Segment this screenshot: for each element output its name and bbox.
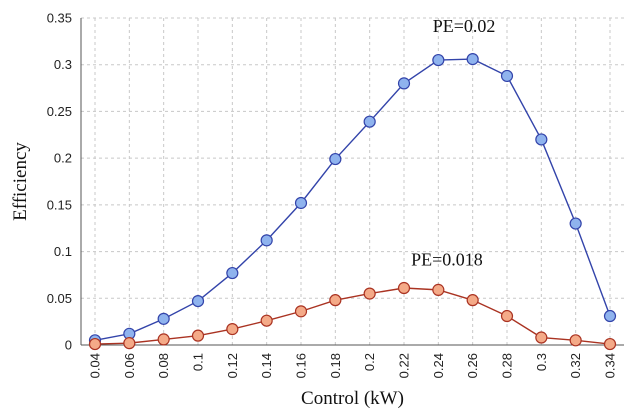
x-tick-label: 0.3 xyxy=(534,353,549,371)
x-tick-label: 0.14 xyxy=(259,353,274,378)
y-tick-label: 0.05 xyxy=(47,291,72,306)
x-tick-label: 0.22 xyxy=(397,353,412,378)
data-point xyxy=(260,234,273,247)
data-point xyxy=(603,309,617,323)
x-tick-label: 0.1 xyxy=(191,353,206,371)
data-point xyxy=(535,133,548,146)
data-point xyxy=(569,334,582,347)
data-point xyxy=(157,312,170,325)
data-point xyxy=(88,337,102,351)
y-tick-label: 0.1 xyxy=(54,244,72,259)
grid xyxy=(81,17,624,345)
data-point xyxy=(363,287,376,300)
annotation-label: PE=0.018 xyxy=(411,250,483,270)
axes: 0 0.05 0.1 0.15 0.2 0.25 0.3 0.35 0.04 0.06 0.08 0.… xyxy=(47,11,624,378)
series xyxy=(88,53,617,351)
annotations: PE=0.02 PE=0.018 xyxy=(411,16,495,270)
x-tick-label: 0.2 xyxy=(362,353,377,371)
data-point xyxy=(123,337,136,350)
data-point xyxy=(363,115,376,128)
y-axis-title: Efficiency xyxy=(10,142,31,221)
data-point xyxy=(329,294,342,307)
y-tick-label: 0.3 xyxy=(54,57,72,72)
data-point xyxy=(226,266,239,280)
x-tick-label: 0.06 xyxy=(122,353,137,378)
data-point xyxy=(397,77,411,90)
data-point xyxy=(535,331,548,344)
x-tick-label: 0.12 xyxy=(225,353,240,378)
series-line xyxy=(94,58,611,342)
data-point xyxy=(603,337,617,351)
data-point xyxy=(157,333,170,346)
data-point xyxy=(432,283,445,296)
data-point xyxy=(500,309,514,323)
x-tick-label: 0.08 xyxy=(156,353,171,378)
y-tick-label: 0.25 xyxy=(47,104,72,119)
data-point xyxy=(432,53,445,67)
data-point xyxy=(260,314,273,327)
x-tick-label: 0.34 xyxy=(603,353,618,378)
series-2 xyxy=(88,281,617,351)
y-tick-label: 0.35 xyxy=(47,11,72,26)
x-tick-label: 0.28 xyxy=(500,353,515,378)
data-point xyxy=(466,53,479,66)
x-tick-label: 0.16 xyxy=(294,353,309,378)
series-1 xyxy=(88,53,617,347)
y-tick-label: 0.2 xyxy=(54,151,72,166)
x-tick-label: 0.04 xyxy=(88,353,103,378)
annotation-label: PE=0.02 xyxy=(433,16,496,36)
data-point xyxy=(500,69,514,83)
data-point xyxy=(397,281,411,295)
y-tick-label: 0 xyxy=(65,338,72,353)
x-tick-label: 0.32 xyxy=(568,353,583,378)
x-tick-label: 0.24 xyxy=(431,353,446,378)
data-point xyxy=(569,217,582,230)
data-point xyxy=(226,323,239,336)
data-point xyxy=(191,329,205,342)
y-tick-label: 0.15 xyxy=(47,197,72,212)
data-point xyxy=(294,196,308,210)
series-line xyxy=(94,287,611,345)
data-point xyxy=(191,294,205,308)
x-tick-label: 0.26 xyxy=(465,353,480,378)
data-point xyxy=(294,305,308,318)
data-point xyxy=(329,152,342,166)
x-axis-title: Control (kW) xyxy=(301,388,404,409)
x-tick-label: 0.18 xyxy=(328,353,343,378)
data-point xyxy=(466,294,479,307)
